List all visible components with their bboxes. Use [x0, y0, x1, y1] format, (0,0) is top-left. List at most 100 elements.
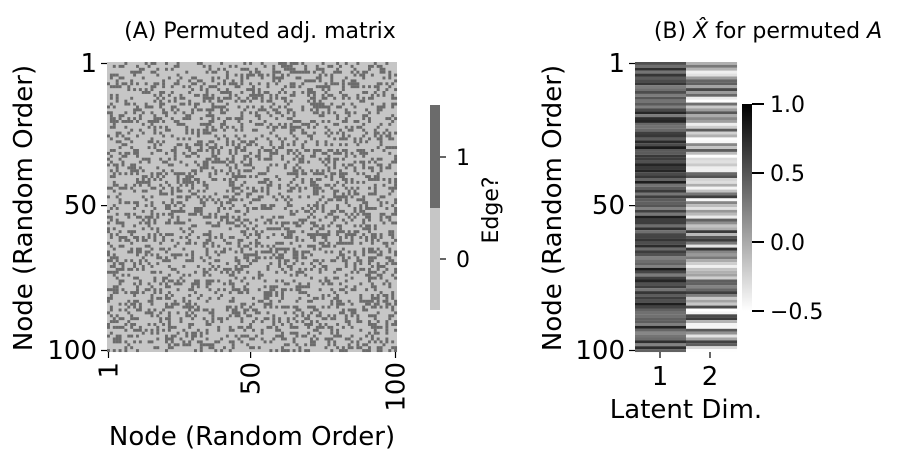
heatmap-cell — [225, 102, 229, 106]
heatmap-cell — [635, 166, 687, 170]
heatmap-cell — [356, 212, 360, 216]
heatmap-cell — [304, 267, 308, 271]
heatmap-cell — [304, 122, 308, 126]
heatmap-cell — [252, 227, 255, 231]
heatmap-cell — [263, 64, 267, 68]
heatmap-cell — [191, 317, 195, 321]
heatmap-cell — [339, 230, 342, 234]
heatmap-cell — [379, 137, 383, 141]
heatmap-cell — [686, 105, 738, 109]
heatmap-cell — [162, 111, 166, 115]
heatmap-cell — [298, 189, 302, 193]
heatmap-cell — [217, 279, 221, 283]
heatmap-cell — [133, 262, 137, 266]
heatmap-cell — [686, 140, 738, 144]
heatmap-cell — [205, 343, 209, 347]
heatmap-cell — [191, 192, 195, 196]
heatmap-cell — [394, 178, 398, 181]
heatmap-cell — [199, 201, 203, 205]
heatmap-cell — [365, 212, 369, 216]
heatmap-cell — [118, 267, 122, 271]
heatmap-cell — [339, 250, 342, 254]
heatmap-cell — [138, 325, 142, 329]
heatmap-cell — [330, 198, 334, 202]
heatmap-cell — [249, 160, 253, 164]
heatmap-cell — [292, 82, 296, 86]
heatmap-cell — [208, 267, 212, 271]
heatmap-cell — [228, 149, 232, 152]
heatmap-cell — [159, 288, 163, 292]
heatmap-cell — [165, 151, 168, 155]
heatmap-cell — [388, 314, 392, 318]
heatmap-cell — [185, 331, 189, 335]
heatmap-cell — [327, 111, 331, 115]
heatmap-cell — [391, 305, 395, 309]
heatmap-cell — [231, 308, 235, 312]
heatmap-cell — [266, 265, 270, 268]
heatmap-cell — [249, 169, 253, 173]
heatmap-cell — [153, 270, 157, 274]
heatmap-cell — [153, 238, 157, 242]
heatmap-cell — [234, 85, 238, 89]
heatmap-cell — [188, 227, 192, 231]
heatmap-cell — [344, 314, 348, 318]
heatmap-cell — [362, 198, 366, 202]
heatmap-cell — [272, 125, 276, 129]
heatmap-cell — [211, 114, 215, 118]
heatmap-cell — [257, 172, 261, 176]
heatmap-cell — [635, 285, 687, 289]
heatmap-cell — [130, 334, 134, 338]
heatmap-cell — [373, 285, 377, 289]
heatmap-cell — [347, 299, 351, 303]
heatmap-cell — [223, 122, 226, 126]
heatmap-cell — [315, 314, 319, 318]
heatmap-cell — [109, 236, 113, 239]
heatmap-cell — [394, 320, 398, 324]
heatmap-cell — [385, 244, 389, 248]
heatmap-cell — [188, 114, 192, 118]
heatmap-cell — [188, 241, 192, 245]
heatmap-cell — [246, 227, 250, 231]
heatmap-cell — [156, 331, 160, 335]
heatmap-cell — [136, 253, 139, 257]
heatmap-cell — [176, 137, 180, 141]
heatmap-cell — [228, 117, 232, 121]
heatmap-cell — [385, 296, 389, 300]
heatmap-cell — [376, 108, 380, 112]
heatmap-cell — [254, 224, 258, 228]
heatmap-cell — [194, 209, 197, 213]
heatmap-cell — [211, 154, 215, 158]
heatmap-cell — [281, 140, 284, 144]
heatmap-cell — [162, 212, 166, 216]
heatmap-cell — [382, 270, 386, 274]
heatmap-cell — [257, 122, 261, 126]
heatmap-cell — [109, 169, 113, 173]
heatmap-cell — [167, 247, 171, 251]
heatmap-cell — [365, 302, 369, 306]
heatmap-cell — [263, 317, 267, 321]
heatmap-cell — [130, 250, 134, 254]
heatmap-cell — [391, 93, 395, 97]
heatmap-cell — [336, 207, 340, 210]
heatmap-cell — [176, 122, 180, 126]
heatmap-cell — [635, 131, 687, 135]
heatmap-cell — [301, 91, 305, 94]
heatmap-cell — [359, 160, 363, 164]
heatmap-cell — [341, 137, 345, 141]
heatmap-cell — [159, 320, 163, 324]
heatmap-cell — [339, 128, 342, 132]
heatmap-cell — [330, 76, 334, 80]
heatmap-cell — [341, 349, 345, 353]
heatmap-cell — [327, 212, 331, 216]
heatmap-cell — [321, 244, 325, 248]
heatmap-cell — [133, 169, 137, 173]
heatmap-cell — [254, 143, 258, 147]
heatmap-cell — [269, 294, 273, 297]
heatmap-cell — [376, 325, 380, 329]
heatmap-cell — [246, 73, 250, 77]
heatmap-cell — [388, 151, 392, 155]
heatmap-cell — [153, 288, 157, 292]
panel-a-x-tick-label: 100 — [382, 362, 412, 412]
heatmap-cell — [292, 157, 296, 161]
